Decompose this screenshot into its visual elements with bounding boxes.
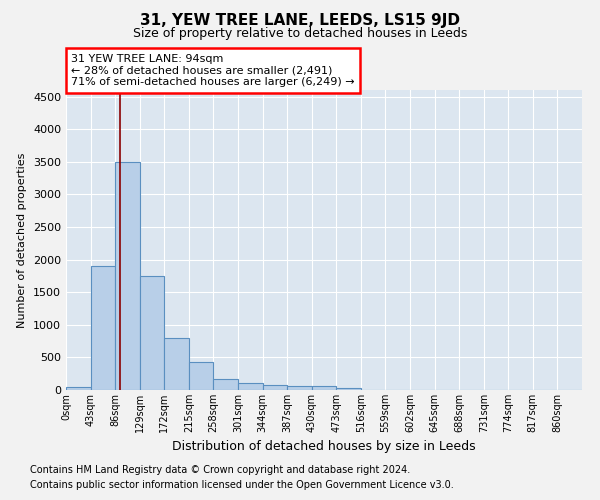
Bar xyxy=(214,378,238,390)
Bar xyxy=(189,362,214,390)
Y-axis label: Number of detached properties: Number of detached properties xyxy=(17,152,28,328)
Bar xyxy=(140,276,164,390)
Text: 31 YEW TREE LANE: 94sqm
← 28% of detached houses are smaller (2,491)
71% of semi: 31 YEW TREE LANE: 94sqm ← 28% of detache… xyxy=(71,54,355,87)
Bar xyxy=(115,162,140,390)
Bar xyxy=(336,388,361,390)
X-axis label: Distribution of detached houses by size in Leeds: Distribution of detached houses by size … xyxy=(172,440,476,454)
Text: Size of property relative to detached houses in Leeds: Size of property relative to detached ho… xyxy=(133,28,467,40)
Bar xyxy=(238,383,263,390)
Text: Contains public sector information licensed under the Open Government Licence v3: Contains public sector information licen… xyxy=(30,480,454,490)
Bar xyxy=(66,386,91,390)
Bar xyxy=(91,266,115,390)
Bar xyxy=(263,385,287,390)
Bar xyxy=(312,386,336,390)
Bar xyxy=(164,338,189,390)
Text: Contains HM Land Registry data © Crown copyright and database right 2024.: Contains HM Land Registry data © Crown c… xyxy=(30,465,410,475)
Bar xyxy=(287,386,312,390)
Text: 31, YEW TREE LANE, LEEDS, LS15 9JD: 31, YEW TREE LANE, LEEDS, LS15 9JD xyxy=(140,12,460,28)
